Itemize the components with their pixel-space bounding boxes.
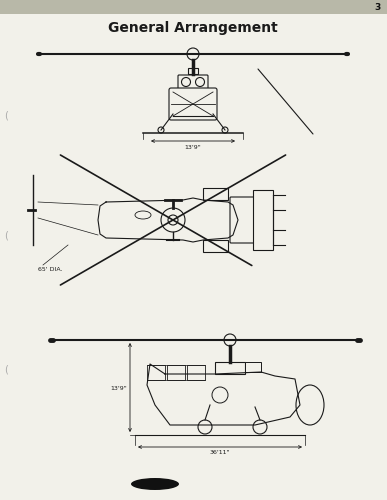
Circle shape — [168, 215, 178, 225]
Bar — [203, 240, 228, 252]
Circle shape — [195, 78, 204, 86]
Circle shape — [253, 420, 267, 434]
Bar — [147, 365, 165, 380]
Text: (: ( — [4, 110, 8, 120]
Text: (: ( — [4, 230, 8, 240]
Circle shape — [187, 48, 199, 60]
Circle shape — [182, 78, 190, 86]
Bar — [203, 188, 228, 200]
Bar — [167, 365, 185, 380]
Ellipse shape — [296, 385, 324, 425]
Text: 13'9": 13'9" — [185, 145, 201, 150]
Ellipse shape — [131, 478, 179, 490]
Bar — [187, 365, 205, 380]
FancyBboxPatch shape — [169, 88, 217, 120]
Bar — [253, 190, 273, 250]
Bar — [188, 68, 198, 74]
Text: General Arrangement: General Arrangement — [108, 21, 278, 35]
Bar — [245, 362, 261, 372]
Circle shape — [158, 127, 164, 133]
Circle shape — [224, 334, 236, 346]
Text: 65' DIA.: 65' DIA. — [38, 267, 62, 272]
Bar — [215, 362, 245, 374]
Text: 13'9": 13'9" — [110, 386, 127, 390]
Text: 3: 3 — [375, 2, 381, 12]
Text: (: ( — [4, 365, 8, 375]
FancyBboxPatch shape — [178, 75, 208, 91]
Circle shape — [161, 208, 185, 232]
Text: 36'11": 36'11" — [210, 450, 230, 455]
Circle shape — [198, 420, 212, 434]
FancyBboxPatch shape — [230, 197, 254, 243]
Circle shape — [222, 127, 228, 133]
Bar — [0, 0, 387, 14]
